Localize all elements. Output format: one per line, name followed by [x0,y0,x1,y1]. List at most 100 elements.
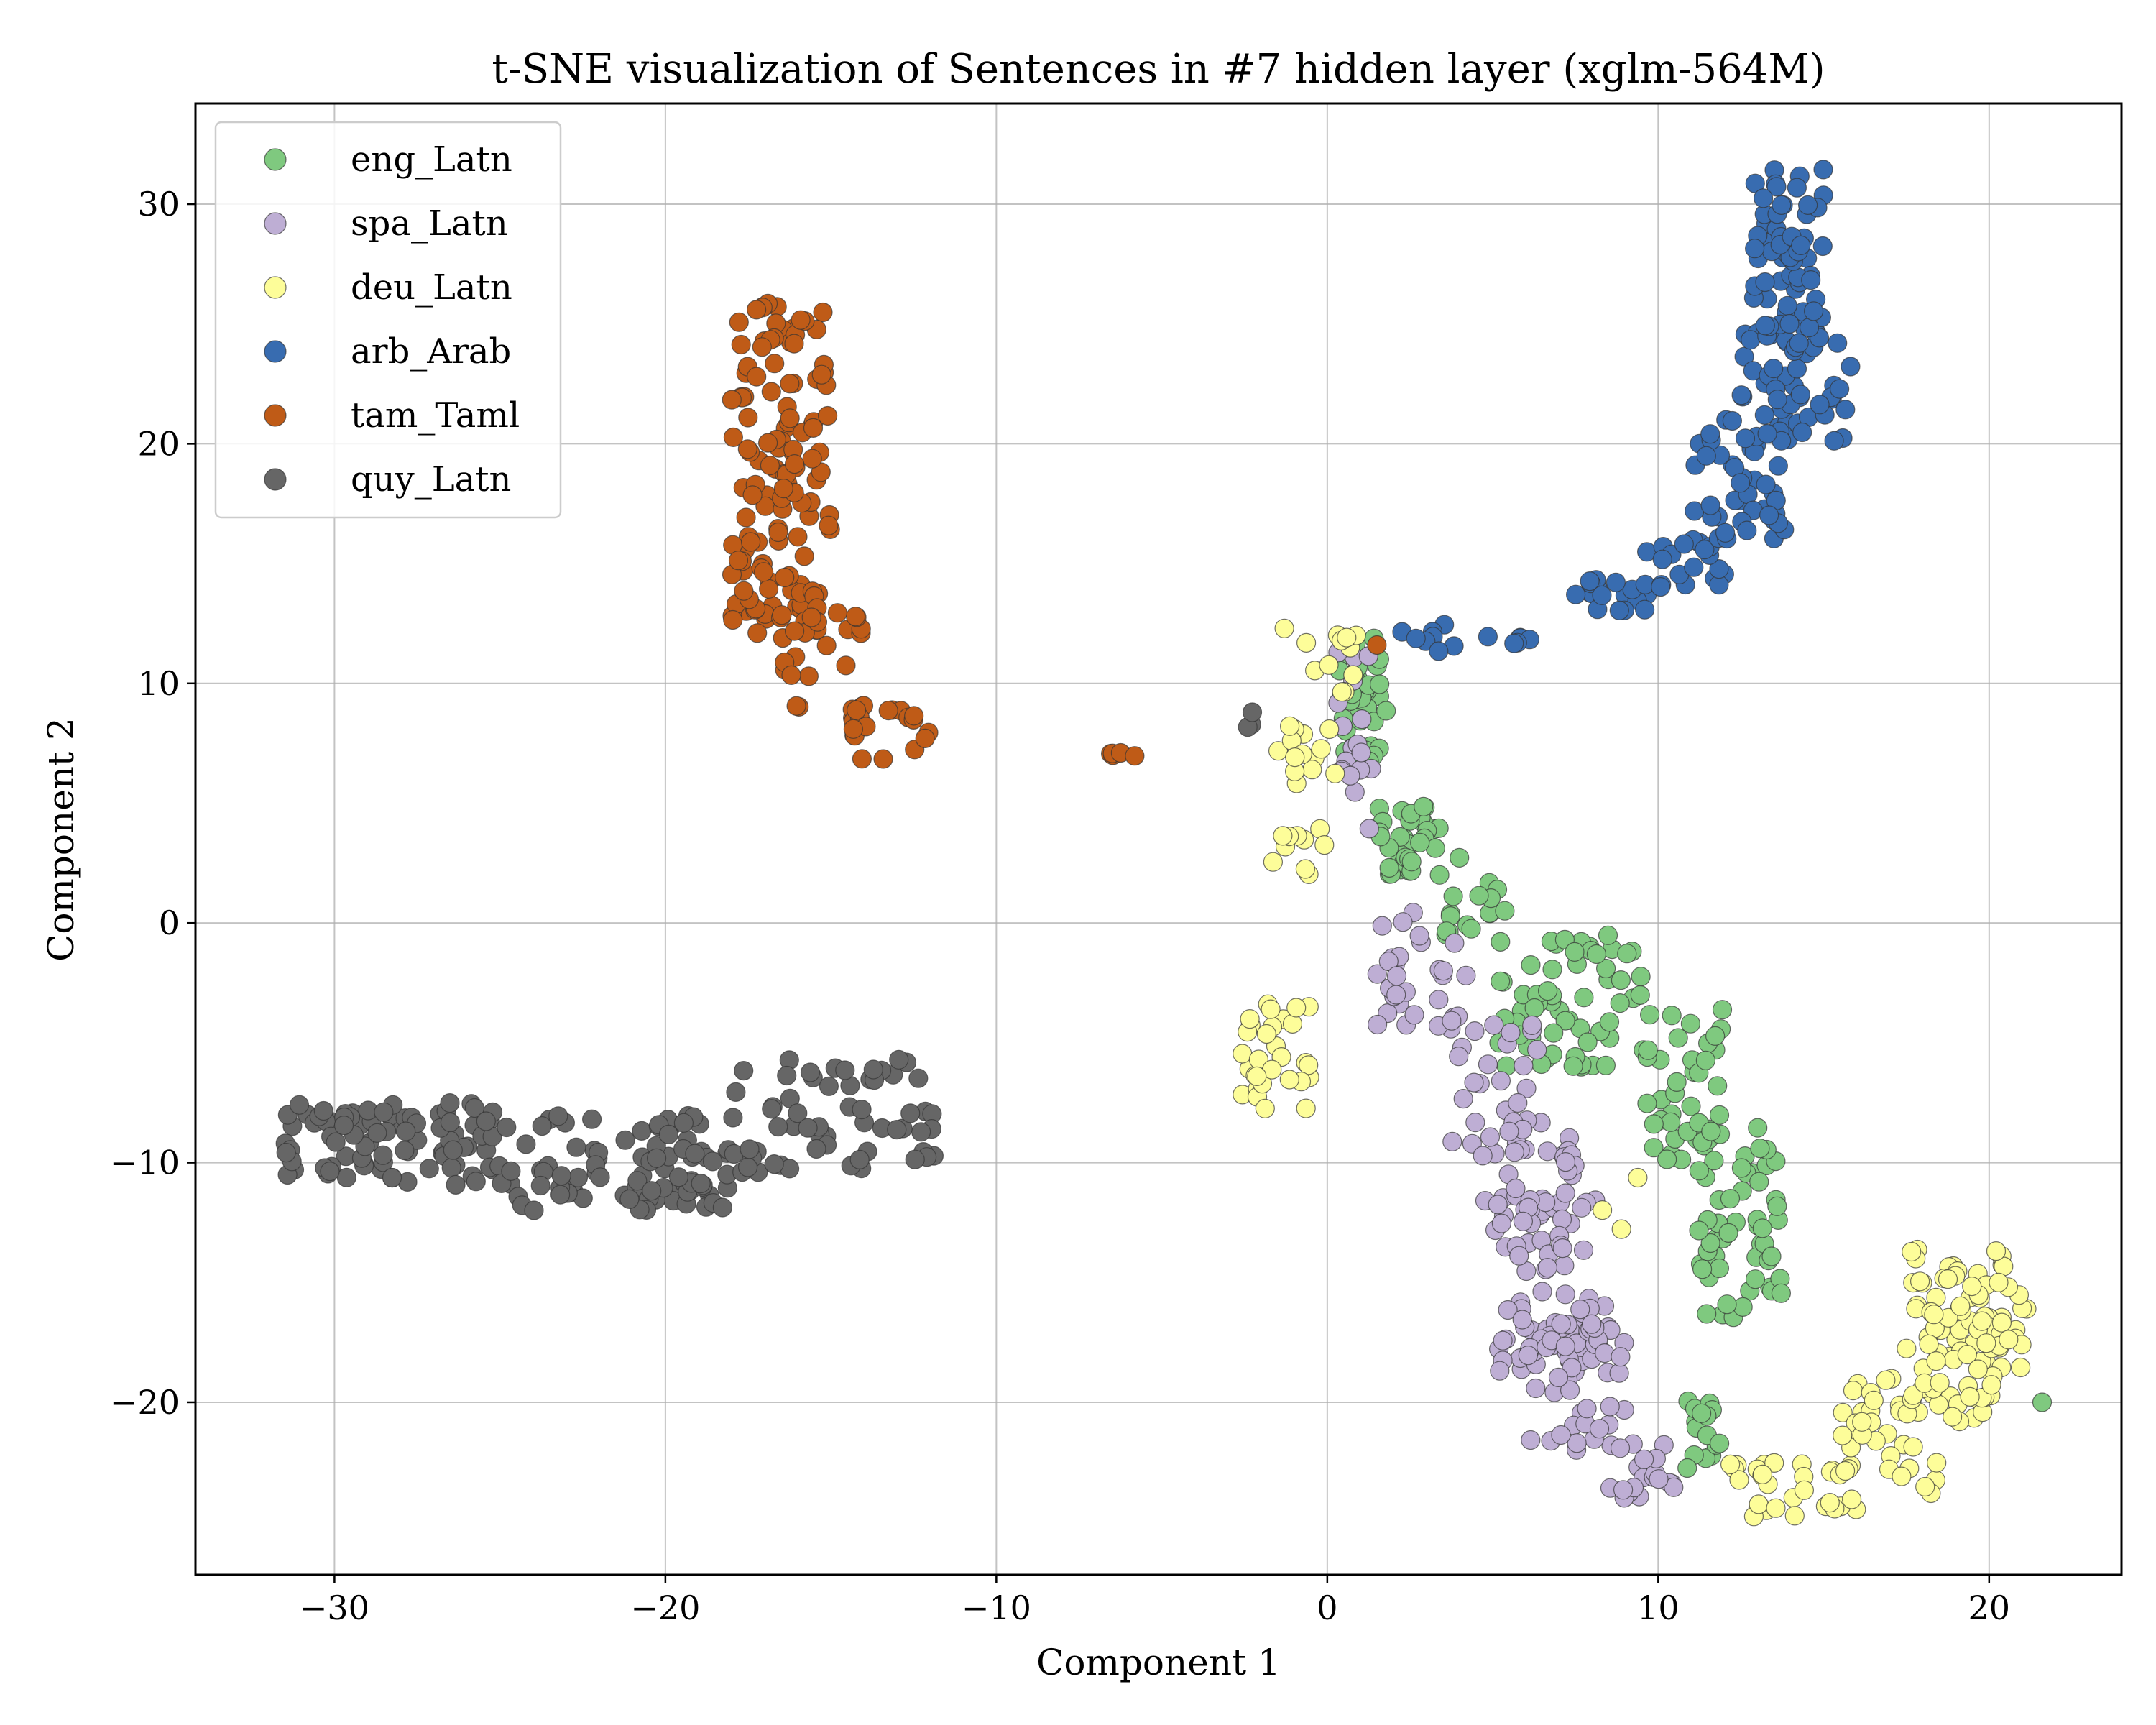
x-axis-label: Component 1 [1036,1642,1281,1683]
data-point [1473,1146,1493,1166]
data-point [765,354,785,374]
data-point [1752,1218,1772,1238]
data-point [758,579,779,599]
data-point [550,1184,571,1205]
data-point [722,390,742,410]
data-point [1637,1093,1657,1113]
x-tick-label: −20 [630,1588,700,1627]
data-point [289,1095,310,1115]
data-point [1554,1256,1575,1276]
data-point [780,374,800,394]
legend-marker [264,212,287,235]
data-point [1926,1351,1946,1371]
data-point [1551,1314,1571,1334]
data-point [1404,1005,1424,1025]
data-point [1761,1246,1782,1266]
data-point [320,1161,340,1182]
data-point [590,1167,610,1187]
data-point [367,1123,387,1143]
data-point [1767,390,1787,410]
data-point [1532,1282,1552,1302]
data-point [1749,1494,1769,1514]
data-point [1828,333,1848,353]
x-tick-label: 20 [1968,1588,2011,1627]
x-tick-label: −30 [300,1588,369,1627]
data-point [760,455,780,476]
data-point [1991,1312,2012,1333]
data-point [1777,295,1797,316]
data-point [627,1171,648,1191]
data-point [794,546,814,566]
data-point [1720,1188,1741,1209]
data-point [1741,330,1761,350]
data-point [1962,1276,1982,1297]
data-point [1514,1055,1534,1076]
data-point [1279,716,1300,736]
data-point [1876,1370,1896,1390]
data-point [747,623,768,643]
data-point [1787,178,1807,198]
data-point [1555,1151,1576,1172]
data-point [915,728,935,749]
data-point [1661,1112,1681,1132]
data-point [1700,424,1720,444]
data-point [1708,1076,1728,1096]
data-point [1376,701,1396,721]
data-point [1812,236,1833,257]
data-point [1478,1054,1498,1075]
data-point [1709,1258,1729,1279]
data-point [373,1145,393,1165]
data-point [1610,993,1630,1013]
data-point [1351,742,1371,763]
data-point [811,364,831,385]
data-point [1509,1246,1529,1266]
x-tick-label: −10 [962,1588,1031,1627]
data-point [1667,1072,1687,1092]
data-point [1813,160,1833,180]
data-point [1972,1311,1992,1331]
data-point [1938,1269,1958,1289]
data-point [1516,1078,1537,1098]
data-point [1824,431,1844,451]
data-point [1902,1241,1922,1262]
legend-marker [264,148,287,171]
data-point [1595,1343,1615,1363]
data-point [1386,985,1406,1005]
data-point [530,1175,550,1196]
data-point [1414,796,1434,816]
data-point [1749,1172,1769,1192]
data-point [1718,1223,1738,1243]
data-point [632,1121,652,1141]
data-point [1968,1359,1988,1379]
data-point [786,696,806,716]
data-point [1766,177,1787,197]
data-point [1491,1213,1511,1233]
scatter-points [275,160,2053,1527]
data-point [738,408,758,428]
data-point [1314,834,1335,855]
data-point [1771,1283,1791,1303]
data-point [1662,1006,1682,1026]
x-tick-label: 10 [1637,1588,1680,1627]
data-point [816,635,837,656]
data-point [746,300,767,320]
data-point [646,1148,667,1168]
data-point [276,1142,296,1163]
data-point [1833,1425,1853,1445]
data-point [1563,1056,1583,1076]
x-tick-label: 0 [1317,1588,1337,1627]
data-point [1754,405,1774,426]
data-point [1897,1338,1917,1358]
plot-frame [194,102,2123,1576]
data-point [1555,1183,1575,1203]
data-point [1562,1358,1582,1378]
data-point [1755,272,1775,293]
data-point [1490,1361,1510,1381]
legend-box [214,121,562,519]
data-point [1386,966,1407,986]
series-arb_Arab [1392,160,1861,661]
data-point [1767,1196,1787,1216]
data-point [1677,1458,1697,1478]
data-point [1501,1022,1521,1043]
data-point [1465,1021,1485,1041]
